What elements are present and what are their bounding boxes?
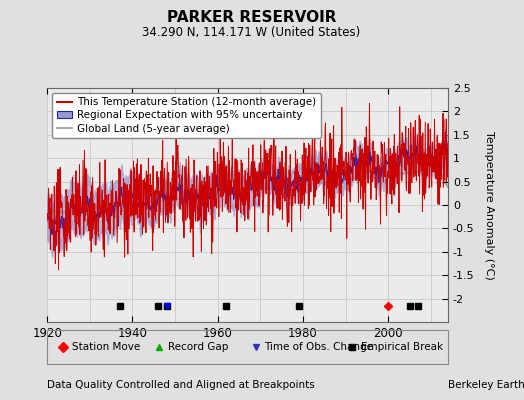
- Text: 34.290 N, 114.171 W (United States): 34.290 N, 114.171 W (United States): [143, 26, 361, 39]
- Text: PARKER RESERVOIR: PARKER RESERVOIR: [167, 10, 336, 25]
- Text: Record Gap: Record Gap: [168, 342, 228, 352]
- Text: Data Quality Controlled and Aligned at Breakpoints: Data Quality Controlled and Aligned at B…: [47, 380, 315, 390]
- Text: Time of Obs. Change: Time of Obs. Change: [265, 342, 374, 352]
- Text: Berkeley Earth: Berkeley Earth: [448, 380, 524, 390]
- Text: Station Move: Station Move: [72, 342, 140, 352]
- Text: Empirical Break: Empirical Break: [361, 342, 443, 352]
- Y-axis label: Temperature Anomaly (°C): Temperature Anomaly (°C): [484, 131, 494, 279]
- Legend: This Temperature Station (12-month average), Regional Expectation with 95% uncer: This Temperature Station (12-month avera…: [52, 93, 321, 138]
